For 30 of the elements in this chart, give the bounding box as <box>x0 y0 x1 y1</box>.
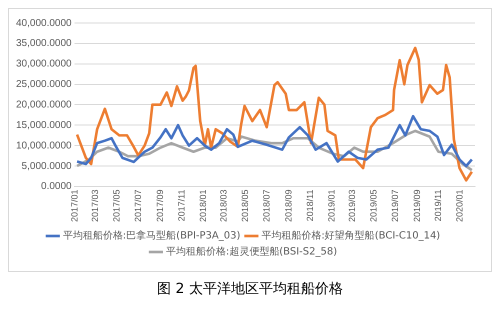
y-tick-label: 15,000.0000 <box>16 120 72 131</box>
legend-label: 平均租船价格:超灵便型船(BSI-S2_58) <box>166 246 338 258</box>
x-tick-label: 2018/11 <box>304 189 315 222</box>
x-tick-label: 2018/01 <box>198 189 208 222</box>
x-tick-label: 2019/09 <box>412 189 422 222</box>
x-tick-label: 2019/05 <box>368 189 379 222</box>
x-tick-label: 2017/07 <box>133 189 144 222</box>
legend-label: 平均租船价格:好望角型船(BCI-C10_14) <box>261 230 440 242</box>
y-tick-label: 35,000.0000 <box>16 38 72 50</box>
legend-label: 平均租船价格:巴拿马型船(BPI-P3A_03) <box>62 230 240 242</box>
x-tick-label: 2018/07 <box>262 189 272 222</box>
x-tick-label: 2017/03 <box>90 189 100 222</box>
x-tick-label: 2018/03 <box>218 189 229 222</box>
y-tick-label: 25,000.0000 <box>16 79 72 90</box>
x-tick-label: 2019/03 <box>347 189 358 222</box>
y-tick-label: 30,000.0000 <box>16 58 72 70</box>
x-tick-label: 2019/01 <box>326 189 336 222</box>
x-tick-label: 2019/07 <box>390 189 400 222</box>
text: 图 2 太平洋地区平均租船价格 <box>156 280 344 298</box>
x-tick-label: 2018/05 <box>240 189 250 222</box>
x-tick-label: 2019/11 <box>433 189 444 222</box>
y-tick-label: 5,000.0000 <box>22 160 72 172</box>
x-tick-label: 2017/05 <box>112 189 122 222</box>
y-tick-label: 10,000.0000 <box>16 140 72 152</box>
x-tick-label: 2020/01 <box>454 189 465 222</box>
y-tick-label: 20,000.0000 <box>16 99 72 110</box>
x-tick-label: 2017/11 <box>176 189 186 222</box>
x-tick-label: 2017/09 <box>154 189 165 222</box>
y-tick-label: 40,000.0000 <box>16 18 72 29</box>
x-tick-label: 2018/09 <box>283 189 294 222</box>
